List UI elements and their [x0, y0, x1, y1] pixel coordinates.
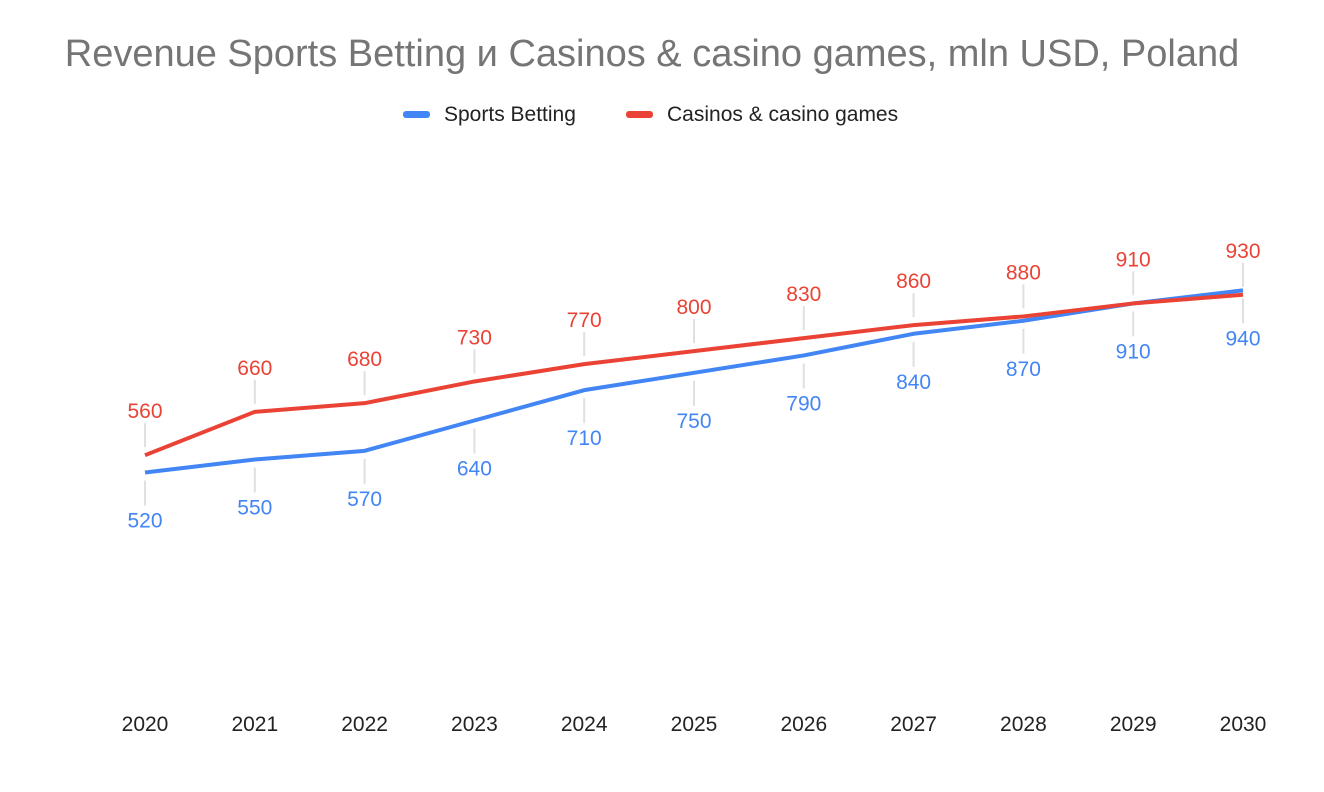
- data-label-casinos: 730: [457, 326, 492, 349]
- x-tick-label: 2023: [451, 713, 498, 736]
- data-label-casinos: 660: [237, 357, 272, 380]
- data-label-sports-betting: 940: [1225, 327, 1260, 350]
- x-tick-label: 2030: [1220, 713, 1267, 736]
- data-label-sports-betting: 520: [127, 510, 162, 533]
- legend-label-casinos: Casinos & casino games: [667, 103, 898, 126]
- chart-title: Revenue Sports Betting и Casinos & casin…: [65, 33, 1239, 75]
- data-label-sports-betting: 710: [567, 427, 602, 450]
- data-label-casinos: 860: [896, 270, 931, 293]
- data-label-casinos: 560: [127, 400, 162, 423]
- x-tick-label: 2028: [1000, 713, 1047, 736]
- data-label-sports-betting: 870: [1006, 358, 1041, 381]
- data-label-casinos: 910: [1116, 248, 1151, 271]
- data-label-casinos: 880: [1006, 261, 1041, 284]
- data-label-sports-betting: 790: [786, 392, 821, 415]
- data-label-casinos: 930: [1225, 240, 1260, 263]
- x-tick-label: 2027: [890, 713, 937, 736]
- data-label-sports-betting: 750: [676, 410, 711, 433]
- legend-swatch-sports-betting: [403, 111, 430, 118]
- data-label-sports-betting: 840: [896, 371, 931, 394]
- x-tick-label: 2021: [231, 713, 278, 736]
- legend-swatch-casinos: [626, 111, 653, 118]
- x-tick-label: 2029: [1110, 713, 1157, 736]
- x-tick-label: 2022: [341, 713, 388, 736]
- data-label-sports-betting: 910: [1116, 340, 1151, 363]
- x-tick-label: 2020: [122, 713, 169, 736]
- legend-label-sports-betting: Sports Betting: [444, 103, 576, 126]
- legend-item-sports-betting[interactable]: Sports Betting: [403, 103, 576, 126]
- x-tick-label: 2026: [780, 713, 827, 736]
- data-label-casinos: 800: [676, 296, 711, 319]
- legend-item-casinos[interactable]: Casinos & casino games: [626, 103, 898, 126]
- data-label-sports-betting: 550: [237, 497, 272, 520]
- x-tick-label: 2024: [561, 713, 608, 736]
- data-label-casinos: 680: [347, 348, 382, 371]
- data-label-sports-betting: 570: [347, 488, 382, 511]
- data-label-sports-betting: 640: [457, 457, 492, 480]
- x-tick-label: 2025: [671, 713, 718, 736]
- data-label-casinos: 830: [786, 283, 821, 306]
- legend: Sports Betting Casinos & casino games: [403, 103, 898, 126]
- data-label-casinos: 770: [567, 309, 602, 332]
